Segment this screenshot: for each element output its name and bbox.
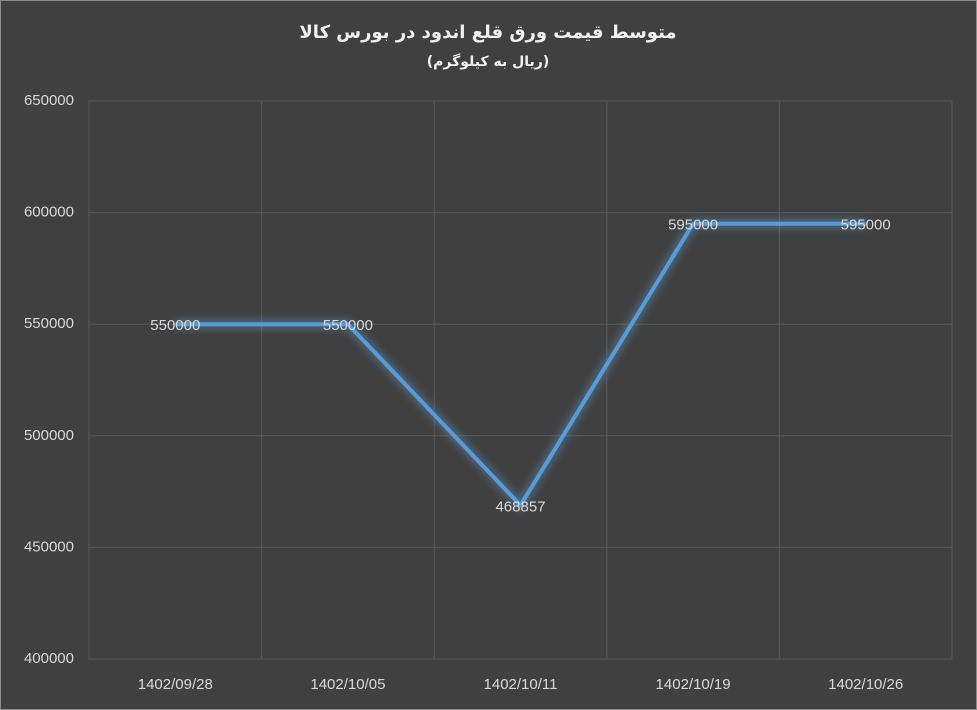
data-label: 550000 bbox=[323, 317, 373, 334]
y-tick-label: 400000 bbox=[24, 650, 74, 667]
y-tick-label: 650000 bbox=[24, 92, 74, 109]
data-label: 595000 bbox=[668, 217, 718, 234]
y-tick-label: 550000 bbox=[24, 315, 74, 332]
y-tick-label: 450000 bbox=[24, 538, 74, 555]
x-tick-label: 1402/09/28 bbox=[138, 676, 213, 693]
x-tick-label: 1402/10/19 bbox=[656, 676, 731, 693]
x-tick-label: 1402/10/11 bbox=[484, 676, 558, 693]
y-tick-label: 500000 bbox=[24, 427, 74, 444]
x-tick-label: 1402/10/05 bbox=[310, 676, 385, 693]
x-tick-label: 1402/10/26 bbox=[828, 676, 903, 693]
data-label: 468857 bbox=[495, 498, 545, 515]
y-tick-label: 600000 bbox=[24, 204, 74, 221]
chart-title: متوسط قیمت ورق قلع اندود در بورس کالا bbox=[299, 22, 676, 43]
data-label: 595000 bbox=[841, 217, 891, 234]
chart-subtitle: (ریال به کیلوگرم) bbox=[427, 53, 549, 70]
data-label: 550000 bbox=[150, 317, 200, 334]
data-line bbox=[175, 221, 866, 508]
